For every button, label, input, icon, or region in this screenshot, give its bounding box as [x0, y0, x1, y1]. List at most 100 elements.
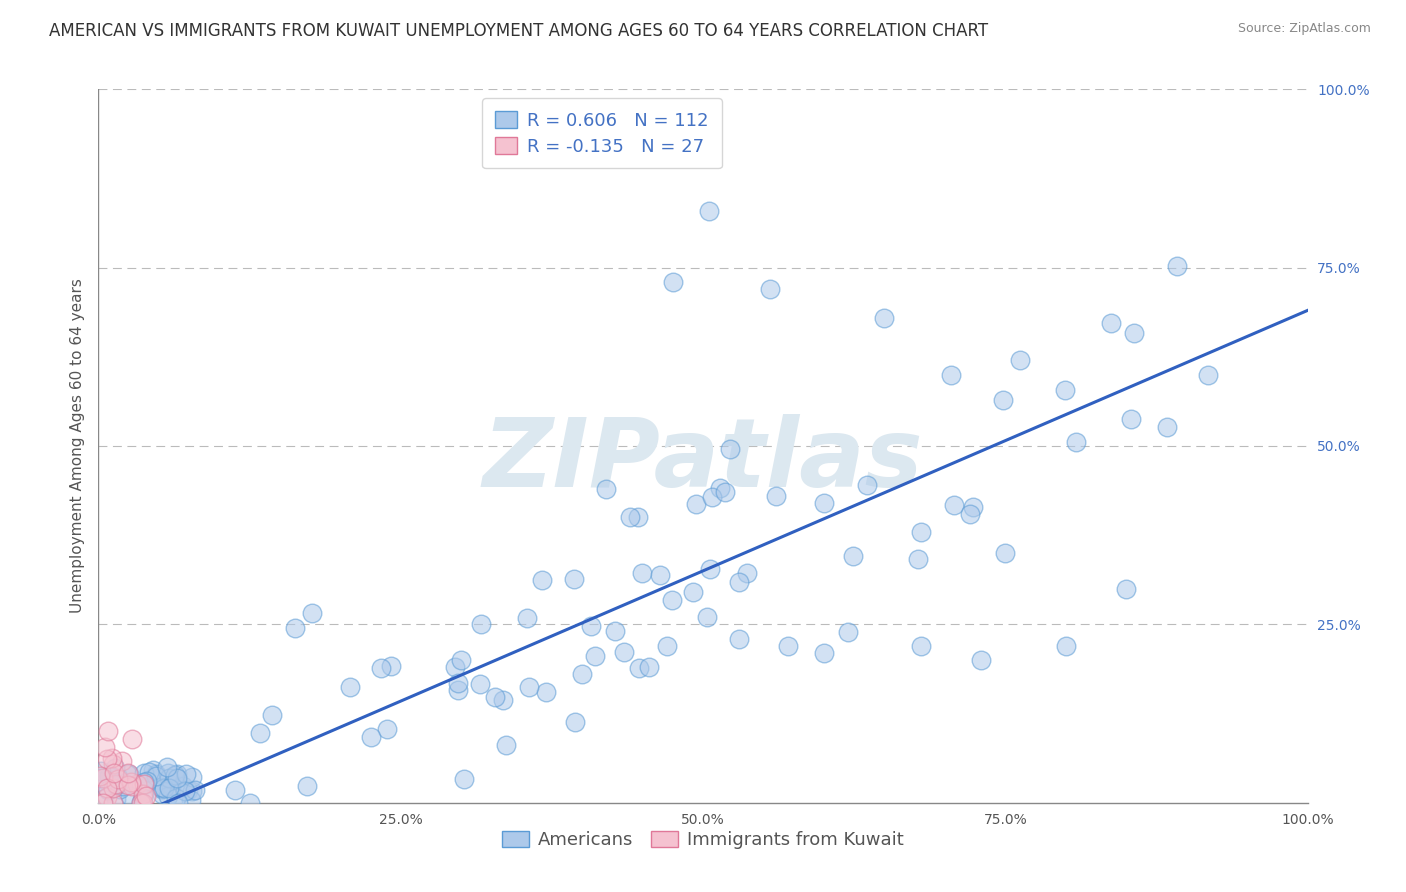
Point: [360, 731, 382, 745]
Point: [682, 585, 704, 599]
Point: [1115, 582, 1137, 596]
Point: [94, 739, 117, 754]
Point: [100, 751, 122, 765]
Point: [595, 482, 617, 496]
Point: [149, 780, 172, 795]
Point: [97, 782, 120, 797]
Point: [1010, 353, 1032, 368]
Point: [132, 766, 155, 780]
Point: [516, 610, 538, 624]
Point: [135, 789, 157, 803]
Point: [121, 732, 143, 747]
Point: [166, 772, 188, 786]
Point: [939, 368, 962, 382]
Point: [579, 619, 602, 633]
Point: [470, 677, 492, 691]
Point: [910, 639, 932, 653]
Point: [1156, 419, 1178, 434]
Point: [627, 509, 650, 524]
Point: [339, 680, 361, 694]
Point: [495, 738, 517, 752]
Point: [112, 779, 135, 793]
Point: [160, 778, 183, 792]
Point: [262, 708, 284, 723]
Point: [697, 203, 720, 218]
Point: [145, 767, 167, 781]
Point: [120, 775, 142, 789]
Point: [699, 562, 721, 576]
Point: [135, 777, 157, 791]
Point: [661, 592, 683, 607]
Point: [172, 779, 194, 793]
Point: [444, 660, 467, 674]
Point: [96, 790, 118, 805]
Point: [613, 645, 636, 659]
Point: [90, 772, 112, 786]
Point: [107, 772, 129, 787]
Point: [450, 653, 472, 667]
Point: [942, 498, 965, 512]
Text: ZIPatlas: ZIPatlas: [482, 414, 924, 507]
Point: [375, 723, 398, 737]
Point: [132, 791, 155, 805]
Point: [97, 769, 120, 783]
Point: [873, 310, 896, 325]
Point: [134, 777, 156, 791]
Point: [571, 667, 593, 681]
Point: [135, 774, 157, 789]
Point: [145, 769, 167, 783]
Point: [728, 632, 751, 646]
Point: [108, 781, 131, 796]
Point: [183, 783, 205, 797]
Point: [583, 649, 606, 664]
Text: Source: ZipAtlas.com: Source: ZipAtlas.com: [1237, 22, 1371, 36]
Point: [907, 551, 929, 566]
Point: [837, 624, 859, 639]
Point: [101, 756, 124, 771]
Point: [776, 639, 799, 653]
Point: [564, 714, 586, 729]
Point: [104, 777, 127, 791]
Point: [959, 507, 981, 521]
Point: [1197, 368, 1219, 382]
Point: [301, 606, 323, 620]
Point: [709, 481, 731, 495]
Point: [117, 766, 139, 780]
Point: [517, 681, 540, 695]
Point: [89, 774, 111, 789]
Point: [180, 784, 202, 798]
Point: [470, 616, 492, 631]
Point: [165, 791, 187, 805]
Point: [991, 393, 1014, 408]
Point: [1119, 412, 1142, 426]
Point: [101, 780, 124, 795]
Point: [295, 779, 318, 793]
Point: [117, 767, 139, 781]
Point: [728, 575, 751, 590]
Point: [1054, 383, 1077, 397]
Point: [180, 793, 202, 807]
Point: [156, 760, 179, 774]
Point: [163, 768, 186, 782]
Point: [224, 783, 246, 797]
Point: [97, 723, 120, 738]
Point: [166, 796, 188, 810]
Point: [150, 782, 173, 797]
Point: [157, 771, 180, 785]
Point: [91, 796, 114, 810]
Point: [661, 275, 683, 289]
Point: [90, 764, 112, 778]
Point: [855, 478, 877, 492]
Point: [813, 496, 835, 510]
Point: [138, 764, 160, 779]
Point: [103, 765, 125, 780]
Point: [700, 490, 723, 504]
Point: [720, 442, 742, 457]
Point: [121, 780, 143, 794]
Point: [1099, 316, 1122, 330]
Point: [157, 789, 180, 803]
Point: [89, 768, 111, 782]
Point: [96, 781, 118, 796]
Point: [370, 661, 392, 675]
Point: [129, 795, 152, 809]
